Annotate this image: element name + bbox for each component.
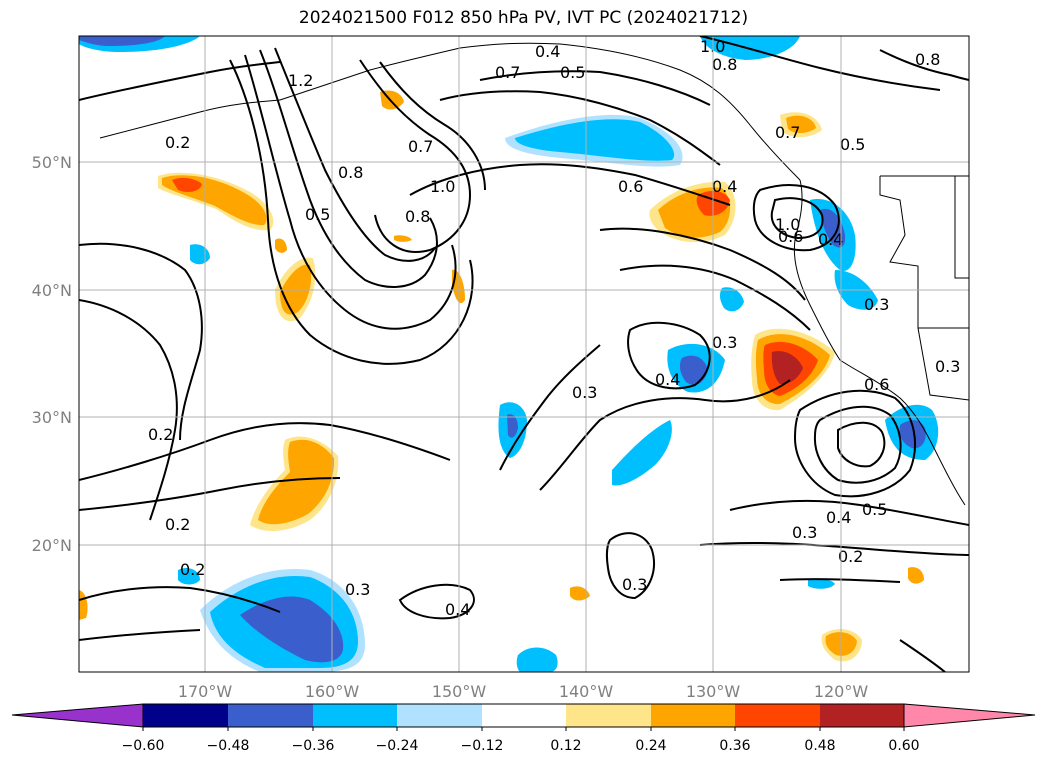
shade-negative-mid-east-core [679,355,708,385]
contour-label: 0.2 [180,560,205,579]
colorbar-tick-label: −0.24 [376,738,419,754]
colorbar-tick-label: 0.36 [719,738,750,754]
contour-label: 1.2 [288,71,313,90]
colorbar-bin [820,704,904,727]
shade-negative-small-1 [719,287,744,312]
colorbar-bin [735,704,820,727]
colorbar-tick-label: 0.24 [635,738,666,754]
contour-label: 0.3 [864,295,889,314]
contour-label: 0.3 [572,383,597,402]
contour-labels: 1.0 0.4 0.5 0.7 1.2 1.0 0.8 0.2 0.7 0.8 … [148,37,960,619]
shade-negative-north-pacific-core [515,119,675,161]
lon-label: 140°W [559,682,614,701]
colorbar-tick-label: 0.48 [804,738,835,754]
contour-label: 0.5 [862,500,887,519]
shade-positive-small-2-orange [786,115,816,134]
contour-label: 0.2 [165,133,190,152]
contour-label: 0.7 [408,137,433,156]
contour-label: 0.3 [345,580,370,599]
colorbar-tick-label: 0.12 [550,738,581,754]
shade-negative-small-4 [808,578,835,589]
shade-positive-california-core [771,350,803,385]
colorbar-bin [313,704,397,727]
colorbar-bin [228,704,313,727]
colorbar-bin [566,704,651,727]
longitude-labels: 170°W 160°W 150°W 140°W 130°W 120°W [178,682,869,701]
shade-positive-small-6 [570,586,590,601]
contour-label: 0.4 [655,370,680,389]
contour-label: 0.5 [560,63,585,82]
colorbar-extend-high [903,703,1036,728]
contour-label: 0.7 [775,123,800,142]
contour-label: 0.6 [778,227,803,246]
shade-negative-top-left-core [79,36,165,46]
contour-label: 0.2 [148,425,173,444]
shade-positive-subtropical-west-orange [258,439,335,525]
colorbar-tick-label: −0.36 [292,738,335,754]
latitude-labels: 50°N 40°N 30°N 20°N [32,153,72,555]
contour-label: 0.3 [935,357,960,376]
colorbar-tick-label: 0.60 [888,738,919,754]
map-title: 2024021500 F012 850 hPa PV, IVT PC (2024… [298,8,749,28]
contour-label: 0.3 [792,523,817,542]
colorbar-bin [143,704,228,727]
coastlines [99,42,969,506]
lat-label: 30°N [32,408,72,427]
shade-negative-southern-california-core [899,420,926,449]
shade-negative-southwest-core [240,596,344,663]
contour-label: 0.4 [535,42,560,61]
colorbar: −0.60 −0.48 −0.36 −0.24 −0.12 0.12 0.24 … [11,703,1036,754]
contour-label: 0.8 [338,163,363,182]
contour-label: 0.4 [712,177,737,196]
contour-label: 0.4 [445,600,470,619]
contour-label: 0.5 [840,135,865,154]
contour-label: 1.0 [430,177,455,196]
lat-label: 40°N [32,281,72,300]
lon-label: 160°W [305,682,360,701]
shade-positive-small-5 [394,235,412,242]
contour-label: 0.5 [305,205,330,224]
contour-label: 0.4 [826,508,851,527]
shade-negative-central-east [612,420,672,486]
contour-label: 0.7 [495,63,520,82]
contour-label: 0.4 [818,230,843,249]
colorbar-bin [651,704,735,727]
colorbar-extend-low [11,703,144,728]
contour-label: 0.3 [712,333,737,352]
map-plot: 1.0 0.4 0.5 0.7 1.2 1.0 0.8 0.2 0.7 0.8 … [79,36,969,672]
contour-label: 0.8 [712,55,737,74]
lon-label: 120°W [814,682,869,701]
lon-label: 130°W [686,682,741,701]
contour-label: 0.8 [405,207,430,226]
colorbar-bin [397,704,482,727]
contour-label: 0.3 [622,575,647,594]
lon-label: 150°W [432,682,487,701]
shade-negative-small-3 [178,568,200,585]
lon-label: 170°W [178,682,233,701]
colorbar-tick-label: −0.12 [461,738,504,754]
shade-positive-northwest-core [172,177,202,192]
shade-negative-central-core [507,414,518,438]
lat-label: 20°N [32,536,72,555]
shade-negative-south-central [516,647,558,672]
colorbar-tick-label: −0.60 [122,738,165,754]
shade-positive-small-8 [908,567,924,584]
lat-label: 50°N [32,153,72,172]
map-frame [78,35,970,673]
graticule [79,36,969,672]
shade-positive-small-4 [275,238,287,253]
contour-label: 0.2 [165,515,190,534]
contour-label: 1.0 [775,215,800,234]
colorbar-bin [482,704,566,727]
contour-label: 0.6 [618,177,643,196]
pv-contours [79,36,969,672]
contour-label: 0.6 [864,375,889,394]
contour-label: 0.8 [915,50,940,69]
colorbar-tick-label: −0.48 [207,738,250,754]
contour-label: 0.2 [838,547,863,566]
